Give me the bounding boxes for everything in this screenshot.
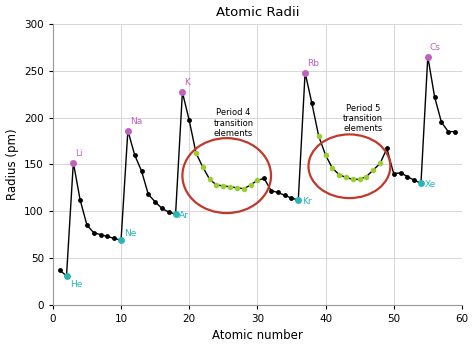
Title: Atomic Radii: Atomic Radii: [216, 6, 299, 18]
Text: Period 5
transition
elements: Period 5 transition elements: [343, 104, 383, 134]
Text: Xe: Xe: [424, 181, 436, 189]
Text: Rb: Rb: [307, 59, 319, 68]
Y-axis label: Radius (pm): Radius (pm): [6, 128, 18, 200]
Text: Ne: Ne: [125, 229, 137, 238]
Text: Li: Li: [75, 149, 83, 158]
Text: He: He: [70, 280, 82, 289]
X-axis label: Atomic number: Atomic number: [212, 330, 303, 342]
Text: Cs: Cs: [430, 43, 441, 52]
Text: Kr: Kr: [301, 197, 311, 206]
Text: Na: Na: [130, 117, 142, 126]
Text: Ar: Ar: [179, 211, 189, 220]
Text: K: K: [184, 78, 191, 87]
Text: Period 4
transition
elements: Period 4 transition elements: [213, 108, 254, 138]
